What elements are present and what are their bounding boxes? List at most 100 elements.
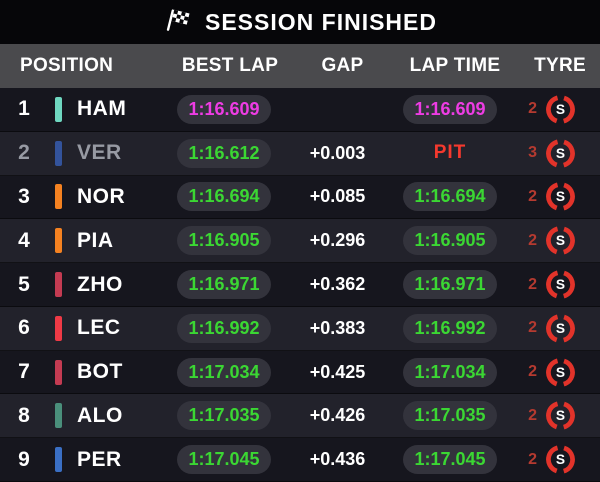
column-header-tyre: TYRE xyxy=(534,55,586,76)
team-color-bar xyxy=(55,403,62,429)
best-lap-cell: 1:16.612 xyxy=(158,138,290,168)
best-lap-cell: 1:16.905 xyxy=(158,226,290,256)
tyre-count: 2 xyxy=(528,319,537,337)
timing-row: 6 LEC 1:16.992 +0.383 1:16.992 2 S xyxy=(0,306,600,351)
gap-value: +0.425 xyxy=(309,361,366,382)
lap-time-cell: 1:16.971 xyxy=(385,270,515,300)
gap-value: +0.436 xyxy=(309,449,366,470)
tyre-compound-letter: S xyxy=(555,102,564,117)
best-lap-cell: 1:16.694 xyxy=(158,182,290,212)
driver-code: LEC xyxy=(77,316,121,340)
lap-time-value: 1:16.609 xyxy=(403,94,497,124)
lap-time-value: 1:16.905 xyxy=(403,226,497,256)
best-lap-time: 1:16.612 xyxy=(177,138,271,168)
soft-tyre-icon: S xyxy=(537,357,583,388)
timing-row: 9 PER 1:17.045 +0.436 1:17.045 2 S xyxy=(0,438,600,482)
position-number: 3 xyxy=(18,184,30,208)
timing-row: 3 NOR 1:16.694 +0.085 1:16.694 2 S xyxy=(0,175,600,220)
team-color-bar xyxy=(55,272,62,298)
best-lap-time: 1:17.035 xyxy=(177,401,271,431)
best-lap-time: 1:16.992 xyxy=(177,313,271,343)
tyre-count: 3 xyxy=(528,144,537,162)
column-header-position: POSITION xyxy=(20,55,114,76)
tyre-count: 2 xyxy=(528,187,537,205)
best-lap-cell: 1:17.035 xyxy=(158,401,290,431)
driver-code: NOR xyxy=(77,184,126,208)
lap-time-value: 1:17.035 xyxy=(403,401,497,431)
column-header-gap: GAP xyxy=(321,55,364,76)
lap-time-value: PIT xyxy=(433,142,467,164)
tyre-count: 2 xyxy=(528,275,537,293)
position-number: 2 xyxy=(18,141,30,165)
position-number: 6 xyxy=(18,316,30,340)
gap-value: +0.003 xyxy=(309,142,366,163)
driver-code: PER xyxy=(77,447,122,471)
gap-value: +0.296 xyxy=(309,230,366,251)
timing-rows: 1 HAM 1:16.609 1:16.609 2 S 2 VER 1:16.612 +0.003… xyxy=(0,88,600,482)
position-number: 8 xyxy=(18,403,30,427)
team-color-bar xyxy=(55,315,62,341)
tyre-compound-letter: S xyxy=(555,233,564,248)
column-header-row: POSITION BEST LAP GAP LAP TIME TYRE xyxy=(0,44,600,88)
position-number: 4 xyxy=(18,228,30,252)
best-lap-time: 1:17.034 xyxy=(177,357,271,387)
tyre-compound-letter: S xyxy=(555,190,564,205)
lap-time-cell: 1:16.609 xyxy=(385,94,515,124)
team-color-bar xyxy=(55,359,62,385)
lap-time-value: 1:16.992 xyxy=(403,313,497,343)
banner-title: SESSION FINISHED xyxy=(205,8,437,35)
driver-code: PIA xyxy=(77,228,114,252)
soft-tyre-icon: S xyxy=(537,94,583,125)
tyre-compound-letter: S xyxy=(555,365,564,380)
soft-tyre-icon: S xyxy=(537,138,583,169)
gap-value: +0.362 xyxy=(309,274,366,295)
driver-code: VER xyxy=(77,141,122,165)
tyre-compound-letter: S xyxy=(555,277,564,292)
team-color-bar xyxy=(55,96,62,122)
tyre-count: 2 xyxy=(528,231,537,249)
gap-value: +0.383 xyxy=(309,317,366,338)
lap-time-cell: 1:16.992 xyxy=(385,313,515,343)
driver-code: ALO xyxy=(77,403,123,427)
team-color-bar xyxy=(55,447,62,473)
position-number: 1 xyxy=(18,97,30,121)
lap-time-cell: 1:17.034 xyxy=(385,357,515,387)
best-lap-time: 1:16.971 xyxy=(177,270,271,300)
soft-tyre-icon: S xyxy=(537,269,583,300)
timing-row: 7 BOT 1:17.034 +0.425 1:17.034 2 S xyxy=(0,350,600,395)
timing-row: 8 ALO 1:17.035 +0.426 1:17.035 2 S xyxy=(0,394,600,439)
best-lap-cell: 1:16.992 xyxy=(158,313,290,343)
lap-time-cell: 1:17.045 xyxy=(385,445,515,475)
gap-value: +0.426 xyxy=(309,405,366,426)
timing-row: 2 VER 1:16.612 +0.003 PIT 3 S xyxy=(0,131,600,176)
tyre-count: 2 xyxy=(528,363,537,381)
column-header-best-lap: BEST LAP xyxy=(181,55,279,76)
lap-time-value: 1:17.034 xyxy=(403,357,497,387)
tyre-count: 2 xyxy=(528,406,537,424)
position-number: 7 xyxy=(18,360,30,384)
lap-time-cell: 1:17.035 xyxy=(385,401,515,431)
lap-time-value: 1:16.971 xyxy=(403,270,497,300)
lap-time-cell: PIT xyxy=(385,142,515,164)
position-number: 9 xyxy=(18,447,30,471)
best-lap-cell: 1:17.045 xyxy=(158,445,290,475)
soft-tyre-icon: S xyxy=(537,181,583,212)
session-banner: SESSION FINISHED xyxy=(0,0,600,44)
best-lap-time: 1:16.905 xyxy=(177,226,271,256)
best-lap-cell: 1:16.971 xyxy=(158,270,290,300)
tyre-compound-letter: S xyxy=(555,409,564,424)
team-color-bar xyxy=(55,140,62,166)
tyre-compound-letter: S xyxy=(555,146,564,161)
best-lap-time: 1:16.609 xyxy=(177,94,271,124)
driver-code: BOT xyxy=(77,360,123,384)
tyre-count: 2 xyxy=(528,450,537,468)
best-lap-time: 1:17.045 xyxy=(177,445,271,475)
team-color-bar xyxy=(55,184,62,210)
tyre-compound-letter: S xyxy=(555,321,564,336)
soft-tyre-icon: S xyxy=(537,313,583,344)
best-lap-cell: 1:17.034 xyxy=(158,357,290,387)
gap-value: +0.085 xyxy=(309,186,366,207)
timing-row: 5 ZHO 1:16.971 +0.362 1:16.971 2 S xyxy=(0,263,600,307)
checkered-flag-icon xyxy=(163,7,193,37)
